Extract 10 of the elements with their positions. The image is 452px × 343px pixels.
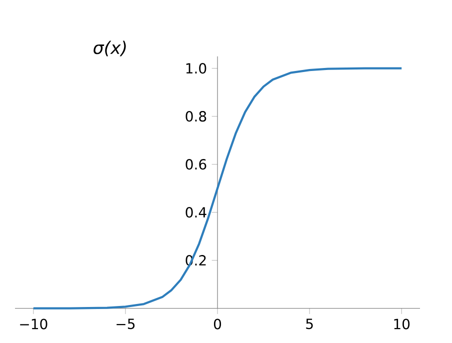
x-tick-label: 5 (306, 318, 313, 330)
y-tick-label: 0.8 (186, 111, 206, 122)
x-tick-label: −10 (20, 318, 48, 330)
chart-title: σ(x) (94, 40, 126, 56)
x-tick-label: −5 (116, 318, 135, 330)
y-tick-label: 0.4 (186, 207, 206, 218)
y-tick-label: 1.0 (186, 63, 206, 74)
x-tick-label: 10 (394, 318, 410, 330)
x-tick-label: 0 (214, 318, 222, 330)
y-tick-label: 0.6 (186, 159, 206, 170)
